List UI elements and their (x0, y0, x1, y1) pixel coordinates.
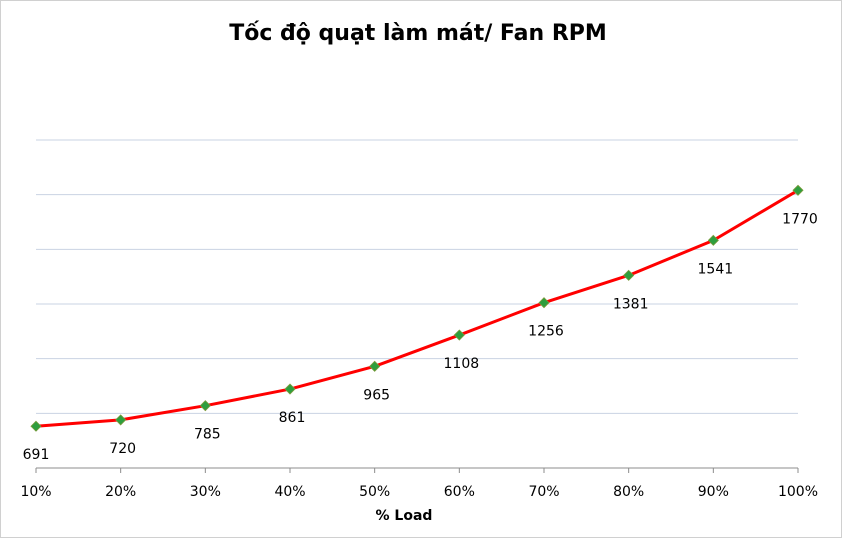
x-axis-title: % Load (376, 508, 433, 524)
x-tick-label: 10% (20, 484, 51, 500)
data-label: 720 (109, 441, 136, 457)
x-tick-label: 60% (444, 484, 475, 500)
x-tick-labels: 10% 20% 30% 40% 50% 60% 70% 80% 90% 100% (20, 468, 818, 500)
data-label: 785 (194, 427, 221, 443)
data-point (538, 297, 550, 309)
watermark-text: PCMAG.VN (741, 513, 832, 531)
x-tick-label: 30% (190, 484, 221, 500)
data-label: 965 (363, 387, 390, 403)
x-tick-label: 90% (698, 484, 729, 500)
data-point (199, 400, 211, 412)
data-point (707, 234, 719, 246)
x-tick-label: 20% (105, 484, 136, 500)
data-point (453, 329, 465, 341)
data-labels: 691 720 785 861 965 1108 1256 1381 1541 1770 (23, 211, 818, 463)
x-tick-label: 100% (778, 484, 818, 500)
series-line (35, 189, 799, 428)
data-label: 1381 (613, 296, 649, 312)
data-label: 1770 (782, 211, 818, 227)
data-label: 1541 (698, 261, 734, 277)
data-label: 861 (279, 410, 306, 426)
x-tick-label: 70% (528, 484, 559, 500)
data-point (792, 184, 804, 196)
data-point (623, 269, 635, 281)
x-tick-label: 40% (274, 484, 305, 500)
data-point (284, 383, 296, 395)
data-label: 1256 (528, 324, 564, 340)
x-tick-label: 80% (613, 484, 644, 500)
chart-title: Tốc độ quạt làm mát/ Fan RPM (229, 21, 607, 46)
data-label: 691 (23, 447, 50, 463)
data-markers (30, 184, 804, 432)
data-point (369, 360, 381, 372)
x-tick-label: 50% (359, 484, 390, 500)
data-point (115, 414, 127, 426)
data-point (30, 420, 42, 432)
data-label: 1108 (444, 356, 480, 372)
